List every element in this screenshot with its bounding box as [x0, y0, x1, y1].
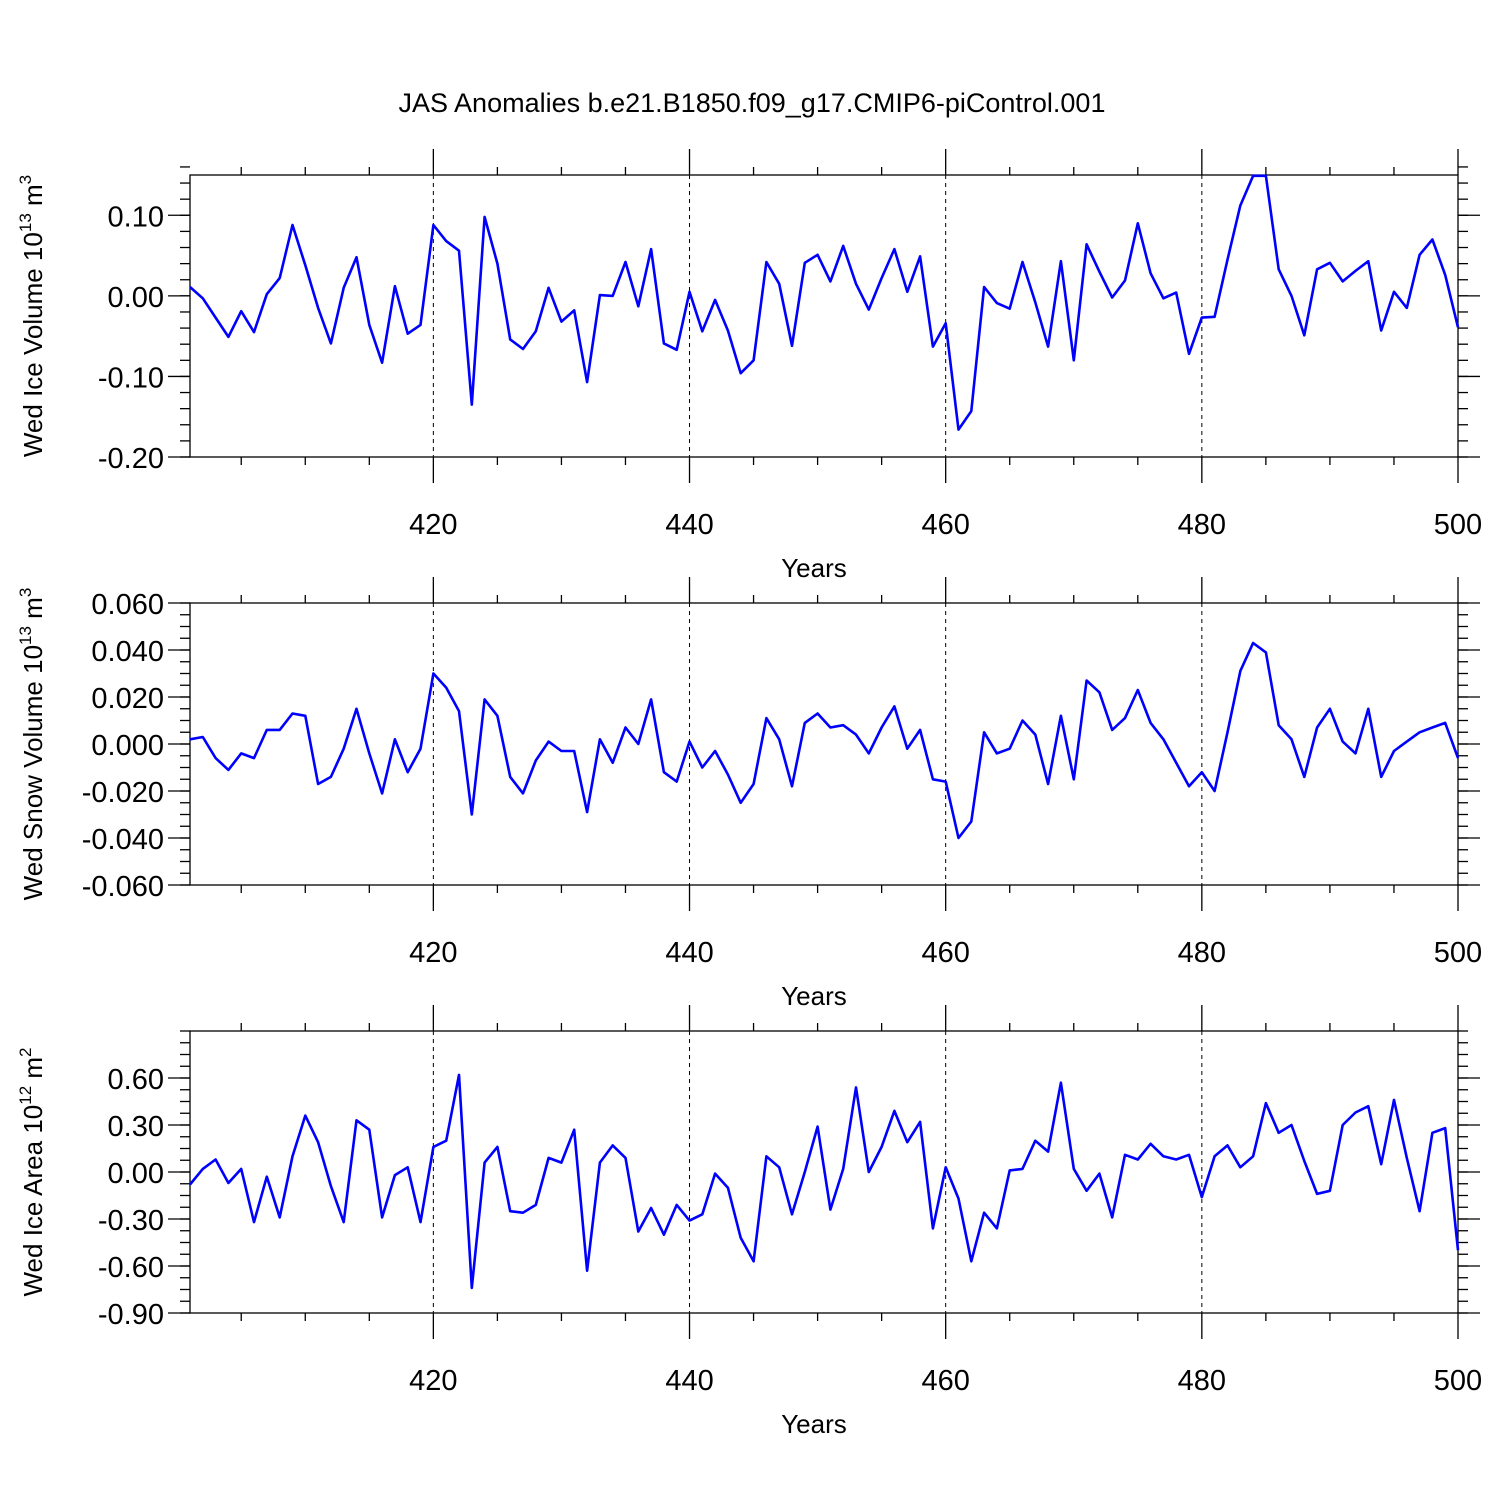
y-tick-label: 0.020 — [91, 683, 164, 715]
y-axis-label-ylabel-main: Wed Ice Volume 10 — [18, 232, 48, 457]
y-axis-label-ylabel-unit-exp: 3 — [16, 588, 35, 597]
panel-snow-volume: 420 440 460 480 500 -0.060 -0.040 -0.020 0.000 0.… — [16, 577, 1482, 1011]
x-tick-label: 480 — [1178, 937, 1226, 969]
y-tick-label: 0.00 — [108, 1158, 164, 1190]
x-tick-label: 420 — [409, 1365, 457, 1397]
x-tick-label: 420 — [409, 937, 457, 969]
x-axis-label: Years — [781, 1409, 847, 1439]
y-axis-label: Wed Ice Volume 1013 m3 — [16, 175, 48, 457]
y-tick-label: 0.30 — [108, 1111, 164, 1143]
x-tick-label: 440 — [665, 1365, 713, 1397]
panel-ice-volume: 420 440 460 480 500 -0.20 -0.10 0.00 0.10 Years We… — [16, 149, 1482, 583]
y-tick-label: 0.000 — [91, 730, 164, 762]
y-axis-label-ylabel-unit-exp: 2 — [16, 1047, 35, 1056]
x-axis-label: Years — [781, 981, 847, 1011]
x-tick-label: 440 — [665, 937, 713, 969]
y-axis-label: Wed Snow Volume 1013 m3 — [16, 588, 48, 901]
y-tick-label: -0.10 — [98, 362, 164, 394]
y-tick-label: 0.00 — [108, 282, 164, 314]
y-axis-label-ylabel-unit: m — [18, 1057, 48, 1086]
y-axis-label-ylabel-unit: m — [18, 597, 48, 626]
x-tick-label: 480 — [1178, 1365, 1226, 1397]
y-axis-label-ylabel-unit-exp: 3 — [16, 175, 35, 184]
x-tick-label: 420 — [409, 509, 457, 541]
y-tick-label: 0.040 — [91, 636, 164, 668]
y-tick-label: 0.60 — [108, 1064, 164, 1096]
y-axis-label-ylabel-unit: m — [18, 184, 48, 213]
y-axis-label-ylabel-main: Wed Ice Area 10 — [18, 1105, 48, 1297]
y-tick-label: -0.30 — [98, 1205, 164, 1237]
y-axis-label-ylabel-main: Wed Snow Volume 10 — [18, 645, 48, 900]
x-tick-label: 500 — [1434, 509, 1482, 541]
chart-title: JAS Anomalies b.e21.B1850.f09_g17.CMIP6-… — [399, 88, 1106, 118]
y-tick-label: -0.20 — [98, 443, 164, 475]
y-tick-label: -0.040 — [82, 824, 164, 856]
y-tick-label: -0.060 — [82, 871, 164, 903]
x-tick-label: 460 — [921, 937, 969, 969]
y-tick-label: -0.60 — [98, 1252, 164, 1284]
x-tick-label: 500 — [1434, 937, 1482, 969]
y-tick-label: 0.10 — [108, 201, 164, 233]
x-tick-label: 480 — [1178, 509, 1226, 541]
x-tick-label: 500 — [1434, 1365, 1482, 1397]
series-line — [189, 174, 1460, 431]
x-tick-label: 460 — [921, 1365, 969, 1397]
y-tick-label: 0.060 — [91, 589, 164, 621]
panel-ice-area: 420 440 460 480 500 -0.90 -0.60 -0.30 0.00 0.30 0.… — [16, 1005, 1482, 1439]
x-tick-label: 440 — [665, 509, 713, 541]
series-line — [188, 1073, 1460, 1290]
plot-frame — [189, 602, 1459, 886]
y-axis-label: Wed Ice Area 1012 m2 — [16, 1047, 48, 1296]
plot-frame — [189, 174, 1459, 458]
y-tick-label: -0.020 — [82, 777, 164, 809]
y-axis-label-ylabel-exp: 12 — [16, 1086, 35, 1105]
x-axis-label: Years — [781, 553, 847, 583]
y-tick-label: -0.90 — [98, 1299, 164, 1331]
y-axis-label-ylabel-exp: 13 — [16, 213, 35, 232]
y-axis-label-ylabel-exp: 13 — [16, 626, 35, 645]
x-tick-label: 460 — [921, 509, 969, 541]
series-line — [189, 641, 1460, 840]
